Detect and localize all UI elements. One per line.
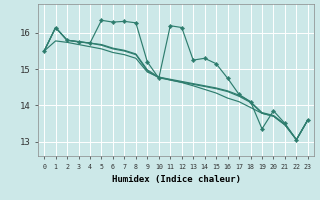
X-axis label: Humidex (Indice chaleur): Humidex (Indice chaleur) [111, 175, 241, 184]
